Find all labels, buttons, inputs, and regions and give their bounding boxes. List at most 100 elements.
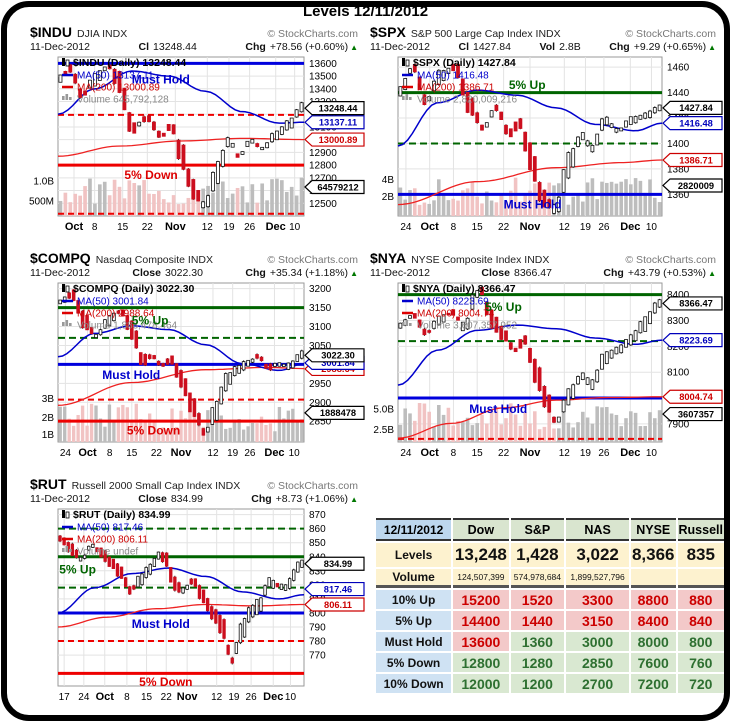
candle-body xyxy=(624,120,628,128)
candle-body xyxy=(160,552,165,563)
volume-bar xyxy=(413,420,417,442)
candle-body xyxy=(270,133,274,143)
volume-bar xyxy=(432,426,436,442)
annotation-5-down: 5% Down xyxy=(124,168,177,182)
y-tick-label: 13400 xyxy=(309,84,337,95)
volume-legend-icon xyxy=(65,320,69,326)
volume-bar xyxy=(509,403,513,442)
candle-body xyxy=(619,344,624,354)
candle-body xyxy=(417,319,422,328)
chg-value: +9.29 (+0.65%) xyxy=(633,41,707,53)
table-date-cell: 12/11/2012 xyxy=(376,518,452,541)
volume-bar xyxy=(518,425,523,442)
chart-header: $NYA NYSE Composite Index INDX © StockChar… xyxy=(368,251,724,267)
candle-body xyxy=(206,426,210,433)
volume-bar xyxy=(633,412,638,442)
candle-body xyxy=(197,413,201,426)
y-tick-label: 2900 xyxy=(309,398,332,409)
volume-bar xyxy=(657,410,662,442)
chg-label: Chg xyxy=(609,41,630,53)
candle-body xyxy=(552,416,556,423)
volume-legend-icon xyxy=(62,96,65,100)
candle-body xyxy=(638,321,643,334)
volume-legend-icon xyxy=(65,546,69,552)
candle-body xyxy=(58,74,63,83)
volume-bar xyxy=(571,427,575,442)
chart-chg: Chg +8.73 (+1.06%) ▲ xyxy=(251,493,358,506)
volume-bar xyxy=(427,203,431,216)
x-tick-label: 24 xyxy=(60,448,72,459)
candle-body xyxy=(628,116,633,125)
candle-body xyxy=(250,138,255,144)
close-label: Close xyxy=(138,493,167,505)
candle-body xyxy=(260,146,265,151)
x-tick-label: 22 xyxy=(151,448,163,459)
x-tick-label: Nov xyxy=(171,447,193,459)
volume-legend-icon xyxy=(402,96,405,100)
candle-body xyxy=(111,558,116,570)
volume-bar xyxy=(513,177,518,216)
volume-bar xyxy=(643,425,647,442)
volume-bar xyxy=(161,199,166,216)
candle-body xyxy=(484,301,489,316)
volume-bar xyxy=(102,181,107,216)
volume-bar xyxy=(533,183,537,216)
table-value-cell xyxy=(630,569,676,588)
candle-body xyxy=(441,314,446,323)
candle-body xyxy=(74,549,79,558)
candle-body xyxy=(460,78,465,96)
candle-body xyxy=(219,386,224,405)
volume-bar xyxy=(537,191,542,216)
candle-body xyxy=(441,70,446,81)
price-callout-value: 8366.47 xyxy=(679,299,713,309)
row-label: 5% Up xyxy=(376,611,452,630)
volume-bar xyxy=(83,186,87,216)
candle-body xyxy=(504,124,508,135)
volume-bar xyxy=(116,407,121,442)
volume-bar xyxy=(196,193,201,216)
volume-bar xyxy=(461,421,465,442)
volume-bar xyxy=(255,423,259,442)
table-value-cell: 8400 xyxy=(630,611,676,630)
row-label: Volume xyxy=(376,569,452,588)
plot-svg: $SPX (Daily) 1427.84 MA(50) 1416.48MA(200… xyxy=(382,56,723,233)
volume-bar xyxy=(134,403,138,442)
volume-bar xyxy=(648,179,652,216)
candle-body xyxy=(652,107,657,114)
volume-bar xyxy=(657,202,662,216)
volume-axis-label: 5.0B xyxy=(373,405,394,416)
y-tick-label: 13500 xyxy=(309,72,337,83)
candle-body xyxy=(165,358,170,365)
candle-body xyxy=(214,609,218,624)
volume-bar xyxy=(122,198,127,216)
volume-legend-icon xyxy=(405,320,409,326)
volume-bar xyxy=(537,429,542,442)
volume-bar xyxy=(638,180,643,216)
chart-index-name: DJIA INDX xyxy=(77,28,128,40)
candle-body xyxy=(214,401,219,421)
volume-axis-label: 1B xyxy=(42,430,55,441)
price-callout-value: 1888478 xyxy=(320,408,356,418)
candle-body xyxy=(412,64,417,73)
close-label: Close xyxy=(481,267,510,279)
chart-date: 11-Dec-2012 xyxy=(30,493,90,505)
price-callout-value: 1386.71 xyxy=(679,155,713,165)
table-value-cell: 13600 xyxy=(453,632,509,651)
candle-body xyxy=(91,543,95,548)
legend-volume: Volume 1,888,478,464 xyxy=(77,321,178,332)
table-value-cell: 7600 xyxy=(630,653,676,672)
candle-body xyxy=(291,360,295,369)
candle-body xyxy=(504,330,508,342)
volume-bar xyxy=(152,194,156,216)
volume-legend-icon xyxy=(65,94,69,100)
candle-body xyxy=(210,606,214,620)
volume-bar xyxy=(260,183,265,216)
candle-body xyxy=(566,152,571,179)
candle-body xyxy=(230,657,234,664)
candle-body xyxy=(246,607,251,623)
y-tick-label: 12800 xyxy=(309,161,337,172)
vol-value: 2.8B xyxy=(559,41,581,53)
candle-body xyxy=(657,104,662,112)
candle-body xyxy=(115,563,120,577)
volume-bar xyxy=(161,427,165,442)
